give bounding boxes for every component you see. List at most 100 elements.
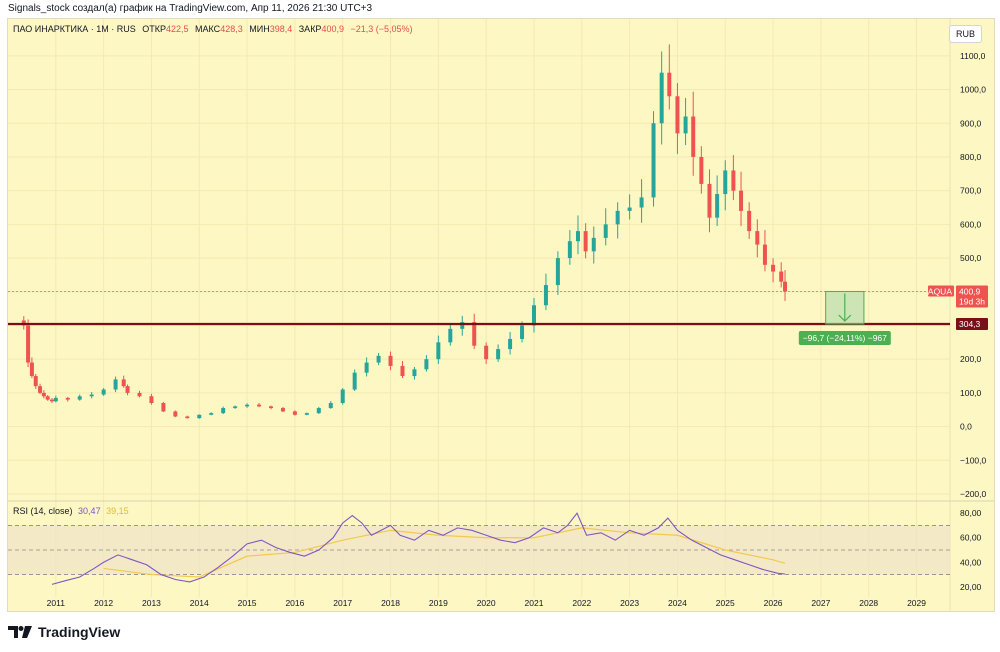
price-tags: AQUA 400,9 19d 3h 304,3 xyxy=(928,285,988,331)
time-tick-label: 2023 xyxy=(620,598,639,608)
candle-body xyxy=(113,379,118,390)
candle-body xyxy=(567,241,572,259)
symbol-name[interactable]: ПАО ИНАРКТИКА · 1М · RUS xyxy=(13,24,136,34)
candle-body xyxy=(340,389,345,403)
candle-body xyxy=(707,183,712,218)
candle-body xyxy=(448,328,453,343)
candle-body xyxy=(33,376,38,387)
candle-body xyxy=(376,355,381,363)
candle-body xyxy=(245,404,250,407)
candle-body xyxy=(328,403,333,409)
price-range-measure[interactable]: −96,7 (−24,11%) −967 xyxy=(798,290,891,346)
open-label: ОТКР xyxy=(142,24,166,34)
time-tick-label: 2013 xyxy=(142,598,161,608)
candle-body xyxy=(65,397,70,400)
tradingview-logo-icon xyxy=(8,626,32,638)
rsi-ma-line xyxy=(103,527,786,578)
time-tick-label: 2019 xyxy=(429,598,448,608)
time-tick-label: 2024 xyxy=(668,598,687,608)
time-tick-label: 2018 xyxy=(381,598,400,608)
candle-body xyxy=(400,365,405,377)
chart-canvas[interactable]: −200,0−100,00,0100,0200,0300,0400,0500,0… xyxy=(8,19,994,611)
low-label: МИН xyxy=(249,24,270,34)
candle-body xyxy=(53,397,58,402)
time-tick-label: 2025 xyxy=(716,598,735,608)
price-tick-label: 600,0 xyxy=(960,219,982,229)
candle-body xyxy=(197,414,202,419)
candle-body xyxy=(38,386,43,393)
rsi-tick-label: 60,00 xyxy=(960,533,982,543)
candle-body xyxy=(762,244,767,265)
candle-body xyxy=(125,386,130,393)
candle-body xyxy=(209,413,214,415)
candle-body xyxy=(591,237,596,252)
candle-body xyxy=(691,116,696,157)
currency-selector[interactable]: RUB xyxy=(948,25,982,43)
candle-body xyxy=(41,392,46,397)
candle-body xyxy=(755,231,760,245)
rsi-line xyxy=(51,512,786,585)
candle-body xyxy=(185,416,190,419)
candle-body xyxy=(45,396,50,400)
price-tick-label: 200,0 xyxy=(960,354,982,364)
time-tick-label: 2027 xyxy=(811,598,830,608)
candle-body xyxy=(292,411,297,415)
time-tick-label: 2020 xyxy=(477,598,496,608)
candle-body xyxy=(121,379,126,387)
chart-frame[interactable]: −200,0−100,00,0100,0200,0300,0400,0500,0… xyxy=(7,18,995,612)
candle-body xyxy=(364,362,369,373)
candle-body xyxy=(543,285,548,306)
price-tick-label: 0,0 xyxy=(960,422,972,432)
time-tick-label: 2015 xyxy=(238,598,257,608)
price-axis[interactable]: −200,0−100,00,0100,0200,0300,0400,0500,0… xyxy=(8,19,987,611)
level-price-tag-text: 304,3 xyxy=(959,319,981,329)
candle-body xyxy=(603,224,608,238)
candle-body xyxy=(531,305,536,326)
time-tick-label: 2028 xyxy=(859,598,878,608)
tradingview-logo-text: TradingView xyxy=(38,624,121,640)
candle-body xyxy=(771,264,776,272)
low-value: 398,4 xyxy=(269,24,293,34)
candle-body xyxy=(779,271,784,282)
candle-body xyxy=(77,396,82,400)
candle-body xyxy=(268,406,273,409)
candle-body xyxy=(26,325,31,363)
candle-body xyxy=(233,406,238,409)
candle-body xyxy=(304,413,309,415)
time-tick-label: 2022 xyxy=(572,598,591,608)
candle-body xyxy=(575,231,580,242)
candle-body xyxy=(747,210,752,232)
candle-body xyxy=(659,72,664,124)
symbol-legend[interactable]: ПАО ИНАРКТИКА · 1М · RUS ОТКР422,5 МАКС4… xyxy=(13,24,413,34)
price-tick-label: −100,0 xyxy=(960,455,987,465)
time-tick-label: 2021 xyxy=(525,598,544,608)
high-label: МАКС xyxy=(195,24,221,34)
rsi-label[interactable]: RSI (14, close) xyxy=(13,506,73,516)
time-tick-label: 2011 xyxy=(47,598,66,608)
measure-label-background xyxy=(798,331,891,346)
candle-body xyxy=(161,403,166,412)
tradingview-logo[interactable]: TradingView xyxy=(8,624,120,640)
rsi-pane[interactable]: 20,00 40,00 60,00 80,00 xyxy=(8,508,982,592)
candle-body xyxy=(723,170,728,195)
time-tick-label: 2014 xyxy=(190,598,209,608)
price-tick-label: 900,0 xyxy=(960,118,982,128)
candle-body xyxy=(29,362,34,377)
price-tick-label: 1000,0 xyxy=(960,85,986,95)
time-tick-label: 2026 xyxy=(764,598,783,608)
candle-body xyxy=(352,372,357,390)
candle-body xyxy=(412,369,417,377)
rsi-legend[interactable]: RSI (14, close) 30,47 39,15 xyxy=(13,506,129,516)
candle-body xyxy=(280,408,285,412)
candle-body xyxy=(101,389,106,395)
attribution-text: Signals_stock создал(а) график на Tradin… xyxy=(8,3,373,14)
candle-body xyxy=(388,355,393,366)
rsi-tick-label: 80,00 xyxy=(960,508,982,518)
candle-body xyxy=(783,281,788,292)
close-value: 400,9 xyxy=(321,24,344,34)
high-value: 428,3 xyxy=(220,24,243,34)
candle-body xyxy=(149,396,154,403)
candle-body xyxy=(583,231,588,252)
price-tick-label: 1100,0 xyxy=(960,51,986,61)
bar-countdown-text: 19d 3h xyxy=(959,296,985,306)
